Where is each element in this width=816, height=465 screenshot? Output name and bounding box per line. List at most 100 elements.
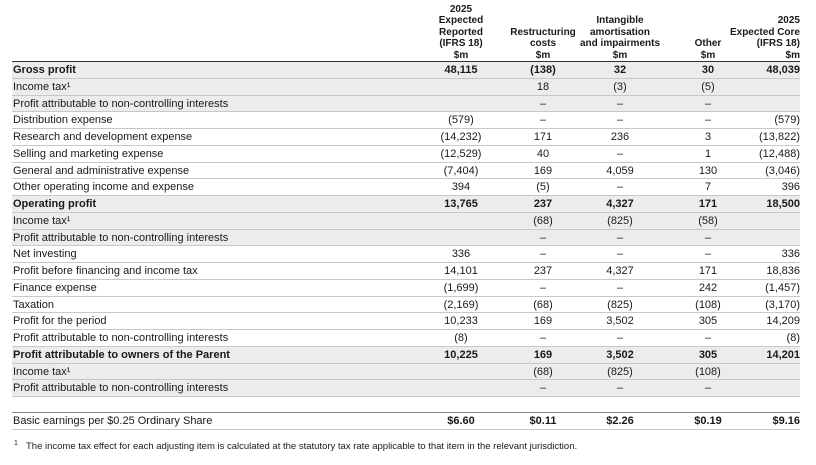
table-row: Basic earnings per $0.25 Ordinary Share $… <box>12 413 800 430</box>
cell-value: 14,101 <box>444 265 478 277</box>
header-line: Restructuring <box>510 26 576 38</box>
header-rule <box>12 61 800 62</box>
row-label: Income tax¹ <box>13 80 71 93</box>
cell-value: 305 <box>698 315 718 328</box>
cell-value: 10,225 <box>444 348 478 361</box>
cell-value: (1,699) <box>443 281 479 294</box>
cell-value: – <box>616 281 624 294</box>
cell-value: (825) <box>607 214 633 227</box>
row-label: Profit attributable to non-controlling i… <box>13 231 229 244</box>
cell-value: – <box>539 382 547 395</box>
cell-value: – <box>704 97 712 110</box>
cell-value: 48,039 <box>766 64 800 76</box>
cell-value: (8) <box>786 332 800 344</box>
cell-value: – <box>539 97 547 110</box>
cell-value: 171 <box>698 198 718 210</box>
header-line: $m <box>535 49 551 61</box>
column-header: Other $m <box>660 38 756 61</box>
cell-value: (108) <box>695 365 721 378</box>
column-header: 2025 Expected Reported (IFRS 18) $m <box>411 4 511 62</box>
table-row: Profit attributable to owners of the Par… <box>12 346 800 364</box>
cell-value: (68) <box>533 298 553 311</box>
cell-value: – <box>539 248 547 261</box>
header-line: $m <box>700 49 716 61</box>
cell-value: 48,115 <box>444 64 478 76</box>
eps-rule <box>12 412 800 413</box>
cell-value: 130 <box>698 164 718 177</box>
cell-value: (108) <box>695 298 721 311</box>
cell-value: – <box>704 231 712 244</box>
cell-value: 40 <box>536 147 550 160</box>
cell-value: 242 <box>698 281 718 294</box>
cell-value: 1 <box>704 147 712 160</box>
cell-value: $2.26 <box>606 415 634 427</box>
header-line: Expected Core <box>729 26 800 38</box>
cell-value: 10,233 <box>444 315 478 328</box>
cell-value: – <box>704 382 712 395</box>
cell-value: (8) <box>454 332 468 344</box>
header-line: 2025 <box>449 3 473 15</box>
table-row: Profit attributable to non-controlling i… <box>12 229 800 247</box>
cell-value: (825) <box>607 365 633 378</box>
cell-value: (3) <box>613 80 627 93</box>
header-line: 2025 <box>777 15 800 26</box>
header-line: Intangible <box>596 15 644 26</box>
row-label: Profit attributable to non-controlling i… <box>13 382 229 395</box>
cell-value: 4,327 <box>606 198 634 210</box>
row-label: Basic earnings per $0.25 Ordinary Share <box>13 415 213 427</box>
cell-value: (2,169) <box>443 298 479 311</box>
cell-value: (14,232) <box>440 131 482 143</box>
cell-value: (5) <box>536 181 550 194</box>
table-row: Other operating income and expense 394 (5)… <box>12 179 800 196</box>
cell-value: 336 <box>781 248 800 261</box>
footnote-text: The income tax effect for each adjusting… <box>26 441 578 452</box>
cell-value: 394 <box>451 181 471 194</box>
cell-value: (3,046) <box>765 164 800 177</box>
column-header: Intangible amortisation and impairments $m <box>575 15 665 61</box>
cell-value: 171 <box>533 131 553 143</box>
cell-value: 14,209 <box>766 315 800 328</box>
cell-value: – <box>616 382 624 395</box>
cell-value: – <box>616 97 624 110</box>
table-row: General and administrative expense (7,404… <box>12 163 800 180</box>
row-label: Profit attributable to non-controlling i… <box>13 332 229 344</box>
cell-value: 18,500 <box>766 198 800 210</box>
row-label: Research and development expense <box>13 131 193 143</box>
row-label: Other operating income and expense <box>13 181 195 194</box>
header-line: $m <box>785 49 800 61</box>
cell-value: 30 <box>701 64 715 76</box>
table-row: Profit attributable to non-controlling i… <box>12 330 800 347</box>
cell-value: – <box>616 181 624 194</box>
cell-value: $9.16 <box>772 415 800 427</box>
row-label: Income tax¹ <box>13 214 71 227</box>
cell-value: 336 <box>451 248 471 261</box>
table-row: Operating profit 13,765 237 4,327 171 18,500 <box>12 196 800 213</box>
header-line: (IFRS 18) <box>756 38 800 49</box>
row-label: Finance expense <box>13 281 97 294</box>
cell-value: – <box>616 248 624 261</box>
cell-value: – <box>704 248 712 261</box>
table-row: Net investing 336 – – – 336 <box>12 246 800 263</box>
row-label: Selling and marketing expense <box>13 147 164 160</box>
header-line: Expected <box>438 15 484 26</box>
cell-value: – <box>539 114 547 127</box>
column-header: Restructuring costs $m <box>491 27 595 62</box>
cell-value: (68) <box>533 365 553 378</box>
table-row: Gross profit 48,115 (138) 32 30 48,039 <box>12 62 800 79</box>
cell-value: 3 <box>704 131 712 143</box>
cell-value: (13,822) <box>759 131 800 143</box>
cell-value: 169 <box>533 348 553 361</box>
row-label: Profit attributable to non-controlling i… <box>13 97 229 110</box>
cell-value: (7,404) <box>443 164 479 177</box>
cell-value: $6.60 <box>447 415 475 427</box>
table-row: Profit for the period 10,233 169 3,502 305 14… <box>12 313 800 330</box>
header-line: amortisation <box>589 26 650 38</box>
cell-value: 4,327 <box>606 265 634 277</box>
header-line: costs <box>529 38 557 49</box>
header-line: Reported <box>439 26 483 38</box>
cell-value: – <box>539 231 547 244</box>
cell-value: – <box>616 114 624 127</box>
header-line: and impairments <box>579 38 661 49</box>
cell-value: 13,765 <box>444 198 478 210</box>
